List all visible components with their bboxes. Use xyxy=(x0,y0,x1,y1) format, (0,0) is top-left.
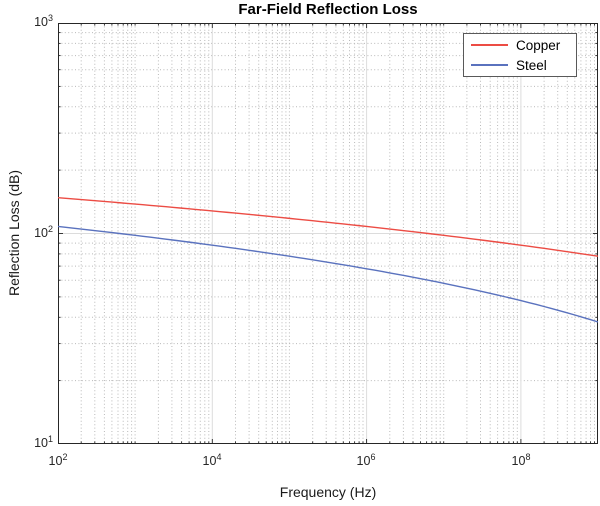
x-tick-label-1e4: 104 xyxy=(202,452,222,469)
legend-label-copper: Copper xyxy=(516,37,561,53)
chart-title: Far-Field Reflection Loss xyxy=(238,1,418,18)
steel-line-swatch xyxy=(471,64,508,66)
x-axis-label: Frequency (Hz) xyxy=(279,484,377,500)
y-tick-label-1e1: 101 xyxy=(34,434,53,451)
copper-line-swatch xyxy=(471,44,508,46)
legend-label-steel: Steel xyxy=(516,57,547,73)
y-tick-label-1e2: 102 xyxy=(34,224,53,241)
legend-item-steel: Steel xyxy=(464,55,576,75)
x-tick-label-1e8: 108 xyxy=(511,452,531,469)
y-axis-label: Reflection Loss (dB) xyxy=(6,169,22,297)
x-tick-label-1e2: 102 xyxy=(48,452,68,469)
y-tick-label-1e3: 103 xyxy=(34,13,53,30)
legend-item-copper: Copper xyxy=(464,35,576,55)
plot-area xyxy=(58,23,598,444)
x-tick-label-1e6: 106 xyxy=(356,452,376,469)
legend: Copper Steel xyxy=(463,33,577,77)
